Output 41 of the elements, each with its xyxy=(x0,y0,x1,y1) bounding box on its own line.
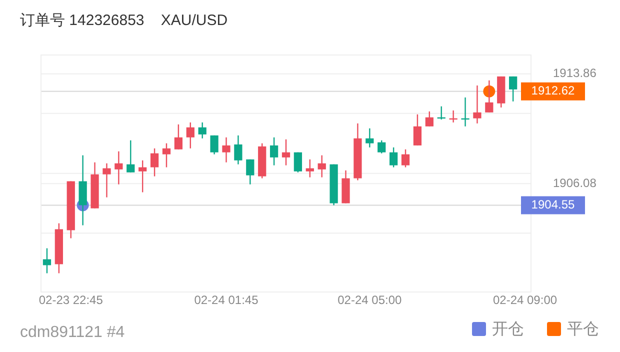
candlestick xyxy=(222,136,230,163)
candlestick xyxy=(413,114,422,146)
candlestick xyxy=(306,158,314,178)
candlestick xyxy=(509,76,518,102)
candlestick xyxy=(318,154,326,178)
y-tick-label: 1906.08 xyxy=(553,176,597,190)
candlestick xyxy=(425,110,434,127)
candlestick xyxy=(390,146,398,168)
legend-label: 开仓 xyxy=(492,321,524,338)
ref-line-label: 1904.55 xyxy=(531,197,576,212)
x-tick-label: 02-23 22:45 xyxy=(38,293,104,307)
candlestick xyxy=(162,142,171,168)
candlestick xyxy=(401,148,410,168)
candlestick xyxy=(174,124,183,150)
candlestick xyxy=(102,162,111,198)
text: cdm891121 #4 xyxy=(20,324,125,341)
candlestick xyxy=(246,158,254,185)
candlestick xyxy=(78,154,87,226)
candlestick xyxy=(378,140,386,154)
candlestick xyxy=(282,138,290,166)
y-tick-label: 1913.86 xyxy=(553,66,597,80)
candlestick xyxy=(473,84,482,124)
x-tick-label: 02-24 01:45 xyxy=(194,293,259,307)
candlestick xyxy=(126,140,135,173)
candlestick xyxy=(294,152,302,173)
legend-label: 平仓 xyxy=(567,321,599,338)
candlestick xyxy=(198,122,206,139)
chart-title: 订单号 142326853 XAU/USD xyxy=(20,12,228,29)
x-tick-label: 02-24 09:00 xyxy=(492,293,558,307)
candlestick xyxy=(270,136,278,166)
candlestick xyxy=(150,148,159,177)
candlestick xyxy=(186,122,194,149)
ref-line-label: 1912.62 xyxy=(531,84,576,98)
candlestick xyxy=(138,160,147,193)
candlestick xyxy=(210,134,218,155)
candlestick xyxy=(42,248,52,274)
x-tick-label: 02-24 05:00 xyxy=(338,293,402,307)
candlestick xyxy=(366,128,374,148)
candlestick xyxy=(485,80,494,114)
candlestick xyxy=(114,150,123,185)
candlestick xyxy=(234,134,242,165)
